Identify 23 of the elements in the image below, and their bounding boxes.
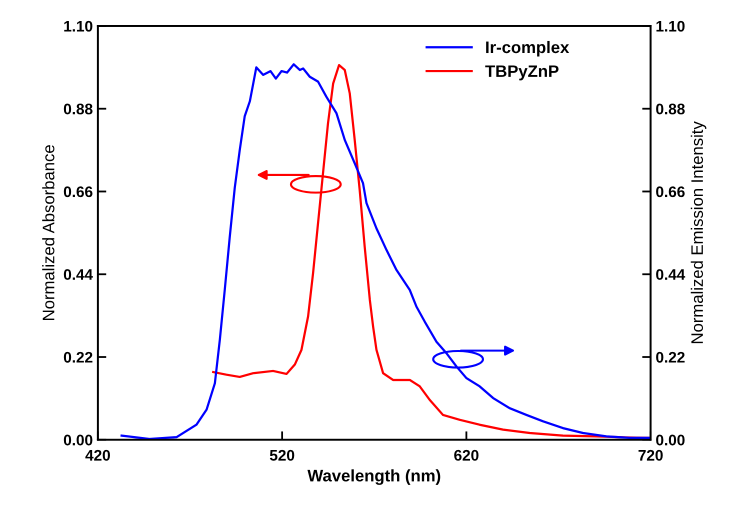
x-tick-label: 520 xyxy=(270,450,294,461)
x-tick-label: 620 xyxy=(454,450,478,461)
y2-tick-label: 0.88 xyxy=(656,104,685,114)
y2-tick-label: 1.10 xyxy=(656,20,685,32)
y-tick-label: 0.66 xyxy=(64,186,92,198)
y2-tick-label: 0.00 xyxy=(656,434,685,446)
y-tick-label: 0.22 xyxy=(64,352,92,363)
x-tick-label: 720 xyxy=(638,450,663,461)
line-series xyxy=(212,64,651,440)
y-tick-label: 0.00 xyxy=(64,434,92,446)
y2-tick-label: 0.44 xyxy=(656,269,686,280)
x-axis-title: Wavelength (nm) xyxy=(307,469,440,485)
y-axis-title: Normalized Absorbance xyxy=(42,145,54,320)
y2-tick-label: 0.66 xyxy=(656,186,685,198)
y-tick-label: 1.10 xyxy=(64,20,92,32)
x-tick-label: 420 xyxy=(85,450,110,461)
y2-tick-label: 0.22 xyxy=(656,352,685,363)
y2-axis-title: Normalized Emission Intensity xyxy=(690,121,706,344)
y-tick-label: 0.88 xyxy=(64,104,93,114)
y-tick-label: 0.44 xyxy=(64,269,93,280)
legend-label: Ir-complex xyxy=(486,40,570,56)
legend-label: TBPyZnP xyxy=(485,65,559,80)
line-series xyxy=(120,63,651,440)
